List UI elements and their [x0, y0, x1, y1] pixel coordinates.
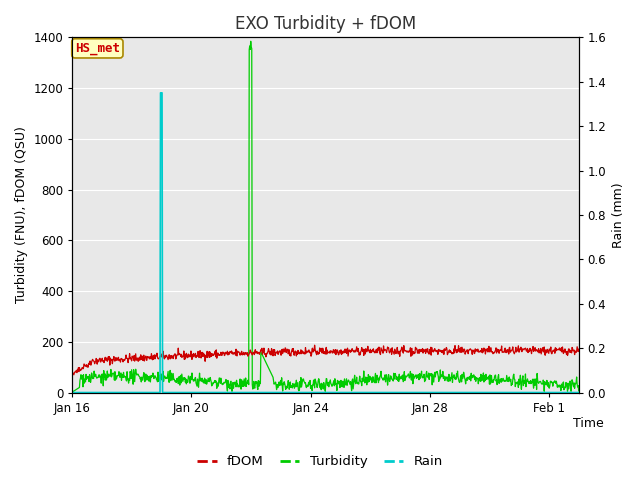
X-axis label: Time: Time [573, 418, 604, 431]
Y-axis label: Rain (mm): Rain (mm) [612, 182, 625, 248]
Y-axis label: Turbidity (FNU), fDOM (QSU): Turbidity (FNU), fDOM (QSU) [15, 127, 28, 303]
Text: HS_met: HS_met [75, 42, 120, 55]
Title: EXO Turbidity + fDOM: EXO Turbidity + fDOM [235, 15, 416, 33]
Legend: fDOM, Turbidity, Rain: fDOM, Turbidity, Rain [191, 450, 449, 473]
